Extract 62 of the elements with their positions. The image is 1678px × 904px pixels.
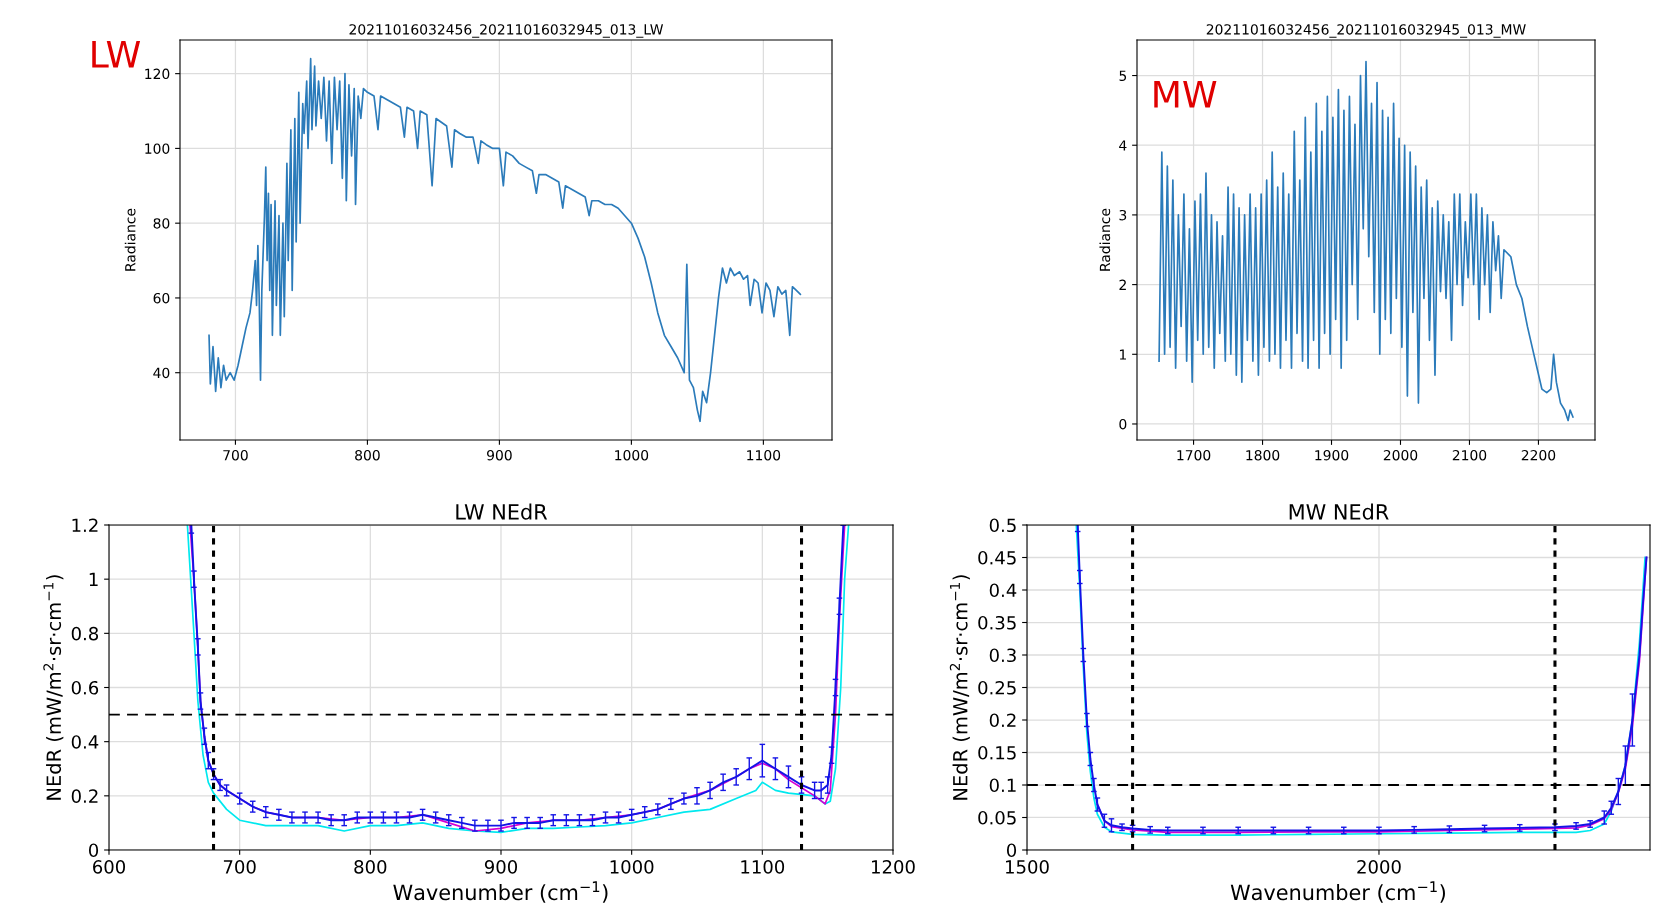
x-tick-label: 1200: [872, 860, 915, 874]
x-tick-label: 800: [355, 449, 380, 461]
y-tick-label: 0.1: [989, 778, 1016, 793]
y-axis-title: Radiance: [1099, 208, 1111, 271]
line-series: [208, 57, 802, 423]
y-tick-label: 1: [1119, 349, 1126, 360]
x-tick-label: 2200: [1521, 449, 1556, 461]
y-tick-label: 0.3: [989, 648, 1016, 663]
y-tick-label: 0: [1006, 843, 1017, 858]
y-tick-label: 0.45: [978, 550, 1016, 565]
x-tick-label: 1800: [1246, 449, 1280, 461]
annotation: MW: [1154, 81, 1217, 108]
y-tick-label: 0.35: [978, 615, 1016, 630]
chart-title: MW NEdR: [1289, 503, 1389, 520]
y-axis-title: Radiance: [124, 208, 136, 271]
x-tick-label: 1900: [1315, 449, 1349, 461]
y-tick-label: 5: [1119, 70, 1127, 82]
x-tick-label: 1100: [747, 449, 781, 461]
text: LW: [92, 41, 141, 68]
y-axis-title: NEdR (mW/m$^{2}$·sr·cm$^{−1}$): [43, 575, 64, 800]
y-tick-label: 0.2: [989, 713, 1016, 728]
x-tick-label: 600: [93, 860, 126, 874]
x-tick-label: 1500: [1006, 860, 1049, 874]
y-tick-label: 0.15: [978, 745, 1016, 760]
y-tick-label: 0.2: [71, 789, 98, 803]
x-tick-label: 1100: [741, 860, 785, 874]
x-tick-label: 1700: [1177, 449, 1211, 461]
y-tick-label: 0.8: [71, 626, 99, 641]
chart-title: 20211016032456_20211016032945_013_LW: [349, 24, 664, 38]
y-tick-label: 0.5: [989, 518, 1016, 533]
x-tick-label: 800: [354, 860, 387, 874]
y-tick-label: 120: [145, 68, 170, 80]
y-tick-label: 0.25: [978, 680, 1016, 695]
x-tick-label: 700: [223, 860, 256, 874]
y-tick-label: 60: [153, 292, 170, 304]
y-tick-label: 80: [153, 218, 170, 229]
x-tick-label: 700: [223, 449, 248, 461]
y-tick-label: 40: [153, 367, 170, 379]
x-tick-label: 1000: [615, 449, 649, 461]
x-axis-title: Wavenumber (cm$^{−1}$): [393, 881, 608, 903]
y-axis-title: NEdR (mW/m$^{2}$·sr·cm$^{−1}$): [949, 575, 970, 800]
y-tick-label: 100: [145, 143, 170, 154]
chart-title: LW NEdR: [456, 503, 548, 520]
y-tick-label: 1.2: [72, 518, 98, 532]
x-tick-label: 2000: [1357, 860, 1401, 874]
x-tick-label: 2100: [1452, 449, 1487, 461]
x-tick-label: 1000: [610, 860, 654, 874]
y-tick-label: 0.4: [989, 583, 1017, 598]
x-tick-label: 900: [484, 860, 518, 874]
x-axis-title: Wavenumber (cm$^{−1}$): [1230, 881, 1445, 903]
chart-title: 20211016032456_20211016032945_013_MW: [1206, 24, 1526, 38]
y-tick-label: 1: [89, 572, 98, 587]
y-tick-label: 3: [1119, 209, 1127, 221]
y-tick-label: 0.6: [71, 680, 99, 695]
y-tick-label: 0.05: [978, 810, 1016, 825]
y-tick-label: 0: [1119, 418, 1127, 430]
y-tick-label: 0.4: [71, 735, 99, 749]
x-tick-label: 2000: [1383, 449, 1418, 461]
x-tick-label: 900: [487, 449, 512, 461]
y-tick-label: 2: [1119, 279, 1126, 290]
y-tick-label: 4: [1119, 140, 1127, 151]
y-tick-label: 0: [88, 843, 99, 858]
